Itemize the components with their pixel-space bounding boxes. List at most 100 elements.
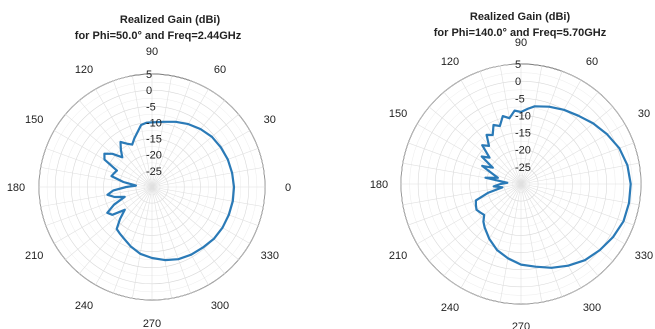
polar-spoke xyxy=(151,186,209,286)
polar-spoke xyxy=(499,65,522,185)
polar-spoke xyxy=(151,75,172,188)
polar-spoke xyxy=(416,123,522,185)
gain-trace-left xyxy=(103,120,236,262)
chart-subtitle-left: for Phi=50.0° and Freq=2.44GHz xyxy=(75,30,242,42)
polar-spoke xyxy=(151,88,209,188)
polar-spoke xyxy=(151,186,264,207)
theta-tick-label: 300 xyxy=(583,302,601,314)
polar-spoke xyxy=(151,186,251,244)
theta-tick-label: 120 xyxy=(441,56,459,68)
polar-spoke xyxy=(520,79,582,185)
r-tick-label: 5 xyxy=(146,69,152,81)
theta-tick-label: 180 xyxy=(370,179,388,191)
theta-tick-label: 270 xyxy=(143,318,161,329)
polar-spoke xyxy=(520,65,543,185)
theta-tick-label: 270 xyxy=(512,321,530,329)
polar-spoke xyxy=(460,79,522,185)
polar-spoke xyxy=(132,75,153,188)
polar-spoke xyxy=(40,186,153,207)
theta-tick-label: 150 xyxy=(25,114,43,126)
polar-spoke xyxy=(45,148,153,188)
r-tick-label: -5 xyxy=(146,101,156,113)
polar-spoke xyxy=(79,100,153,188)
polar-chart-left: Realized Gain (dBi) for Phi=50.0° and Fr… xyxy=(7,14,291,329)
r-tick-label: -25 xyxy=(146,166,162,178)
r-tick-label: -10 xyxy=(515,110,531,122)
polar-spoke xyxy=(151,186,225,274)
r-tick-label: 0 xyxy=(146,85,152,97)
r-tick-label: 5 xyxy=(515,59,521,71)
theta-tick-label: 0 xyxy=(285,182,291,194)
chart-title-right: Realized Gain (dBi) xyxy=(470,11,571,23)
theta-tick-label: 180 xyxy=(7,182,25,194)
theta-tick-label: 210 xyxy=(25,250,43,262)
theta-tick-label: 240 xyxy=(75,300,93,312)
polar-spoke xyxy=(151,186,239,260)
polar-chart-right: Realized Gain (dBi) for Phi=140.0° and F… xyxy=(370,11,653,329)
polar-spoke xyxy=(520,162,640,185)
r-tick-label: -25 xyxy=(515,162,531,174)
r-tick-label: 0 xyxy=(515,76,521,88)
polar-spoke xyxy=(113,186,153,294)
polar-spoke xyxy=(520,142,634,185)
chart-subtitle-right: for Phi=140.0° and Freq=5.70GHz xyxy=(434,27,607,39)
polar-spoke xyxy=(151,167,264,188)
polar-spoke xyxy=(520,71,563,185)
polar-spoke xyxy=(95,186,153,286)
polar-spoke xyxy=(408,142,522,185)
theta-tick-label: 150 xyxy=(389,108,407,120)
theta-tick-label: 300 xyxy=(211,300,229,312)
polar-spoke xyxy=(53,130,153,188)
r-tick-label: -5 xyxy=(515,93,525,105)
polar-spoke xyxy=(520,91,599,185)
polar-spoke xyxy=(95,88,153,188)
polar-spoke xyxy=(151,114,239,188)
polar-spoke xyxy=(151,186,172,299)
polar-spoke xyxy=(479,71,522,185)
chart-title-left: Realized Gain (dBi) xyxy=(120,14,221,26)
polar-spoke xyxy=(45,186,153,226)
polar-spoke xyxy=(65,114,153,188)
polar-spoke xyxy=(132,186,153,299)
polar-spoke xyxy=(428,106,522,185)
polar-spoke xyxy=(443,91,522,185)
polar-spoke xyxy=(520,183,582,289)
theta-tick-label: 90 xyxy=(146,46,158,58)
polar-spoke xyxy=(460,183,522,289)
polar-spoke xyxy=(151,100,225,188)
polar-spoke xyxy=(408,183,522,226)
polar-spoke xyxy=(65,186,153,260)
theta-tick-label: 120 xyxy=(75,64,93,76)
polar-spoke xyxy=(53,186,153,244)
polar-spoke xyxy=(520,183,614,262)
r-tick-label: -20 xyxy=(515,145,531,157)
polar-spoke xyxy=(40,167,153,188)
polar-spoke xyxy=(151,186,191,294)
polar-spoke xyxy=(520,183,563,297)
polar-spoke xyxy=(79,186,153,274)
polar-spoke xyxy=(520,183,634,226)
theta-tick-label: 30 xyxy=(638,108,650,120)
polar-spoke xyxy=(443,183,522,277)
theta-tick-label: 30 xyxy=(264,114,276,126)
polar-spoke xyxy=(520,183,543,303)
gain-trace-right xyxy=(474,105,632,269)
polar-spoke xyxy=(416,183,522,245)
polar-spoke xyxy=(520,183,640,206)
theta-tick-label: 60 xyxy=(214,64,226,76)
polar-spoke xyxy=(151,186,259,226)
polar-spoke xyxy=(479,183,522,297)
polar-spoke xyxy=(428,183,522,262)
theta-tick-label: 240 xyxy=(441,302,459,314)
theta-tick-label: 90 xyxy=(515,37,527,49)
r-tick-label: -15 xyxy=(146,134,162,146)
polar-spoke xyxy=(520,106,614,185)
polar-spoke xyxy=(520,183,626,245)
polar-spoke xyxy=(151,80,191,188)
polar-spoke xyxy=(113,80,153,188)
polar-spoke xyxy=(499,183,522,303)
r-tick-label: -10 xyxy=(146,117,162,129)
polar-spoke xyxy=(151,148,259,188)
